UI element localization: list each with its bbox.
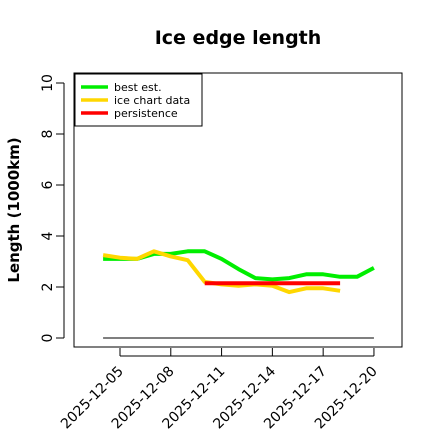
y-tick-label: 8: [40, 130, 56, 139]
legend-label-persistence: persistence: [114, 107, 178, 120]
series-layer: [102, 249, 375, 295]
chart-title: Ice edge length: [155, 27, 322, 49]
y-tick-label: 4: [40, 231, 56, 240]
plot-frame: [73, 72, 403, 348]
y-tick-label: 10: [40, 74, 56, 92]
legend-label-best-est: best est.: [114, 81, 162, 94]
legend: best est. ice chart data persistence: [74, 73, 203, 127]
y-tick-label: 2: [40, 283, 56, 292]
y-tick-label: 6: [40, 180, 56, 189]
y-tick-label: 0: [40, 334, 56, 343]
legend-label-ice-chart-data: ice chart data: [114, 94, 190, 107]
y-axis-label: Length (1000km): [5, 137, 23, 282]
y-axis: 0 2 4 6 8 10: [40, 74, 65, 343]
x-axis: 2025-12-052025-12-082025-12-112025-12-14…: [58, 348, 381, 432]
